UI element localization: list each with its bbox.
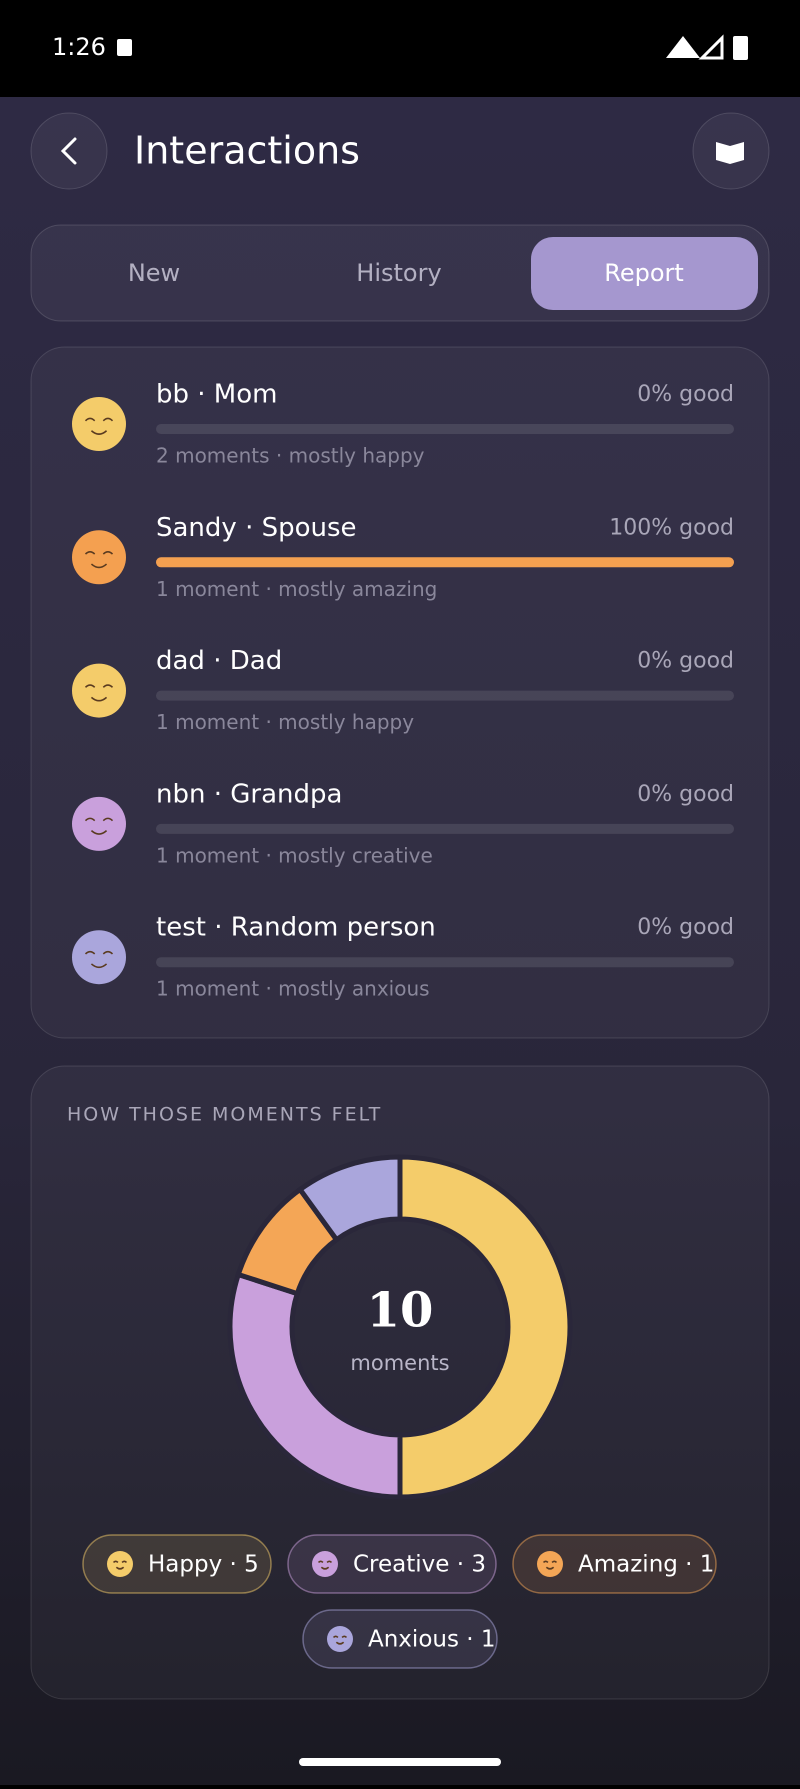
back-button[interactable] <box>30 112 108 190</box>
row-title: test · Random person <box>156 913 436 943</box>
tab[interactable]: Report <box>604 259 684 287</box>
book-icon <box>716 142 744 164</box>
donut-slice <box>227 1271 403 1500</box>
legend-chip[interactable] <box>287 1534 497 1594</box>
wifi-icon <box>666 36 700 58</box>
legend-label: Happy · 5 <box>148 1552 259 1578</box>
legend-chip[interactable] <box>82 1534 272 1594</box>
progress-track <box>156 957 734 968</box>
status-time: 1:26 <box>52 33 106 61</box>
emoji-eyes <box>84 417 114 422</box>
emoji-mouth <box>90 563 108 569</box>
donut-caption: moments <box>350 1351 449 1375</box>
status-bar <box>0 0 800 97</box>
donut-total: 10 <box>367 1283 434 1339</box>
emoji-eyes <box>84 684 114 688</box>
row-subtitle: 1 moment · mostly anxious <box>156 977 430 1001</box>
battery-icon <box>733 36 748 60</box>
header-title: Interactions <box>134 129 360 173</box>
row-percent: 0% good <box>637 649 734 674</box>
row-title: nbn · Grandpa <box>156 779 342 809</box>
back-icon <box>60 137 77 165</box>
home-indicator <box>299 1758 501 1766</box>
emoji <box>72 530 126 585</box>
emoji-mouth <box>90 696 108 702</box>
people-card <box>30 346 770 1039</box>
emoji-mouth <box>115 1566 125 1570</box>
emoji-eyes <box>112 1560 128 1564</box>
emoji-eyes <box>542 1560 558 1564</box>
tab[interactable]: New <box>128 259 180 287</box>
row-title: bb · Mom <box>156 380 277 410</box>
emoji-eyes <box>84 817 114 822</box>
emoji-mouth <box>90 430 108 435</box>
emoji-eyes <box>317 1560 333 1564</box>
section-title: HOW THOSE MOMENTS FELT <box>67 1104 382 1126</box>
emoji-eyes <box>84 950 114 955</box>
background <box>0 97 800 1785</box>
emoji <box>72 930 126 985</box>
emoji-mouth <box>545 1566 555 1570</box>
progress-track <box>156 823 734 834</box>
row-title: Sandy · Spouse <box>156 513 357 543</box>
tab[interactable]: History <box>356 259 441 287</box>
progress-track <box>156 690 734 701</box>
emoji-mouth <box>90 830 108 835</box>
emoji-eyes <box>332 1635 348 1639</box>
row-subtitle: 2 moments · mostly happy <box>156 444 425 468</box>
legend-label: Anxious · 1 <box>368 1627 496 1653</box>
row-percent: 0% good <box>637 382 734 407</box>
emoji-mouth <box>335 1641 345 1645</box>
row-percent: 0% good <box>637 915 734 940</box>
donut-slice <box>296 1154 403 1244</box>
emoji <box>537 1551 563 1577</box>
tab-active <box>531 237 758 310</box>
emoji <box>312 1551 338 1577</box>
row-title: dad · Dad <box>156 646 282 676</box>
emoji-mouth <box>90 963 108 969</box>
progress-fill <box>156 557 734 568</box>
emoji <box>72 663 126 718</box>
emoji-eyes <box>84 550 114 555</box>
emoji <box>72 397 126 451</box>
row-subtitle: 1 moment · mostly amazing <box>156 577 437 601</box>
legend-chip[interactable] <box>512 1534 717 1594</box>
signal-icon <box>698 34 724 60</box>
status-icon <box>117 39 132 56</box>
legend-label: Creative · 3 <box>353 1552 486 1578</box>
progress-track <box>156 424 734 434</box>
emoji <box>107 1551 133 1577</box>
mood-card <box>30 1065 770 1700</box>
emoji-mouth <box>320 1566 330 1570</box>
row-subtitle: 1 moment · mostly creative <box>156 843 433 867</box>
row-subtitle: 1 moment · mostly happy <box>156 710 414 734</box>
donut-slice <box>397 1154 573 1500</box>
legend-chip[interactable] <box>302 1609 498 1669</box>
row-percent: 0% good <box>637 782 734 807</box>
row-percent: 100% good <box>609 515 734 540</box>
legend-label: Amazing · 1 <box>578 1552 714 1578</box>
emoji <box>72 796 126 851</box>
emoji <box>327 1626 353 1652</box>
